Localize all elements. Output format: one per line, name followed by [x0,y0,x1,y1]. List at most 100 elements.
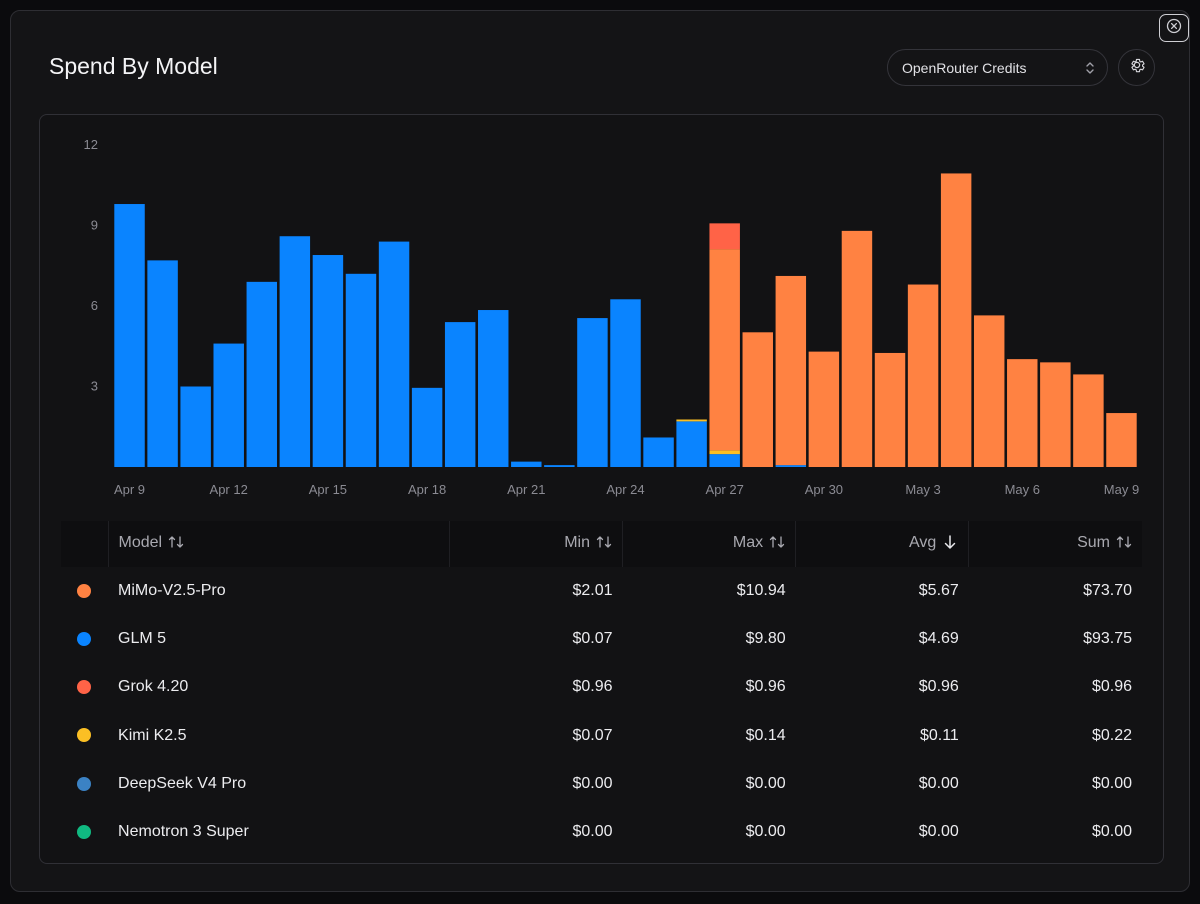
y-tick-label: 6 [91,298,98,313]
x-tick-label: Apr 27 [706,482,744,497]
bar-segment[interactable] [709,454,740,467]
column-header-max[interactable]: Max [622,521,797,567]
bar-segment[interactable] [478,310,509,467]
sum-value: $93.75 [1083,630,1132,648]
model-name: Grok 4.20 [118,678,189,696]
max-value: $0.14 [745,726,786,744]
bar-segment[interactable] [378,241,410,467]
min-value: $0.07 [572,726,613,744]
color-column-header [61,521,109,567]
bar-segment[interactable] [1040,362,1071,467]
table-row: Grok 4.20 $0.96 $0.96 $0.96 $0.96 [61,663,1142,711]
credits-select[interactable]: OpenRouter Credits [887,49,1108,86]
x-tick-label: Apr 18 [408,482,446,497]
y-tick-label: 12 [84,137,98,152]
avg-value: $0.96 [918,678,959,696]
column-header-sum[interactable]: Sum [968,521,1142,567]
bar-segment[interactable] [147,260,178,467]
bar-segment[interactable] [577,318,608,467]
bar-segment[interactable] [709,450,740,455]
bar-segment[interactable] [279,236,311,467]
sum-value: $0.00 [1091,774,1132,792]
table-row: Kimi K2.5 $0.07 $0.14 $0.11 $0.22 [61,712,1142,760]
bar-segment[interactable] [775,275,807,466]
bar-segment[interactable] [808,351,840,467]
bar-segment[interactable] [676,419,707,422]
model-name: GLM 5 [118,630,167,648]
max-value: $0.00 [745,774,786,792]
min-value: $0.00 [572,823,613,841]
sum-value: $0.00 [1091,823,1132,841]
chart-panel: 3 6 9 12 Apr 9 Apr 12 Apr 15 Apr 18 Apr 21 Apr 24… [39,114,1164,864]
model-name: DeepSeek V4 Pro [118,774,247,792]
x-tick-label: Apr 24 [606,482,644,497]
bar-segment[interactable] [709,249,740,451]
sort-arrows-icon [1116,534,1132,555]
column-header-avg[interactable]: Avg [795,521,970,567]
x-tick-label: May 9 [1104,482,1139,497]
bar-segment[interactable] [1073,374,1104,467]
series-color-dot [77,632,91,647]
settings-button[interactable] [1118,49,1155,86]
x-tick-label: Apr 15 [309,482,347,497]
min-value: $0.07 [572,630,613,648]
max-value: $0.96 [745,678,786,696]
bar-segment[interactable] [411,387,443,467]
sort-arrows-icon [769,534,785,555]
bar-segment[interactable] [610,299,641,467]
avg-value: $5.67 [918,582,959,600]
bar-segment[interactable] [345,273,377,467]
page-title: Spend By Model [49,53,218,79]
x-tick-label: Apr 30 [805,482,843,497]
avg-value: $0.00 [918,774,959,792]
y-tick-label: 9 [91,218,98,233]
x-tick-label: May 3 [905,482,940,497]
spend-table: Model Min Max Avg Sum [61,521,1142,856]
spend-bar-chart: 3 6 9 12 Apr 9 Apr 12 Apr 15 Apr 18 Apr 21 Apr 24… [84,137,1140,497]
min-value: $2.01 [572,582,613,600]
bar-segment[interactable] [544,465,575,467]
series-color-dot [77,680,91,695]
table-row: DeepSeek V4 Pro $0.00 $0.00 $0.00 $0.00 [61,760,1142,808]
bar-segment[interactable] [676,421,707,467]
sort-arrows-icon [596,534,612,555]
bar-segment[interactable] [742,332,773,467]
credits-select-value: OpenRouter Credits [902,59,1027,76]
bar-segment[interactable] [940,173,972,467]
sum-value: $0.96 [1091,678,1132,696]
bar-segment[interactable] [643,437,674,467]
x-tick-label: Apr 9 [114,482,145,497]
bar-segment[interactable] [1106,413,1137,467]
series-color-dot [77,776,91,791]
table-row: GLM 5 $0.07 $9.80 $4.69 $93.75 [61,615,1142,663]
bar-segment[interactable] [213,343,244,467]
bar-segment[interactable] [874,352,906,467]
bar-segment[interactable] [511,461,542,467]
bar-segment[interactable] [973,315,1005,467]
sum-value: $73.70 [1083,582,1132,600]
column-header-model[interactable]: Model [108,521,450,567]
table-row: Nemotron 3 Super $0.00 $0.00 $0.00 $0.00 [61,808,1142,856]
x-tick-label: May 6 [1005,482,1040,497]
bar-segment[interactable] [709,223,740,250]
bar-segment[interactable] [775,465,807,467]
column-header-min[interactable]: Min [449,521,624,567]
close-button[interactable] [1159,14,1189,42]
avg-value: $4.69 [918,630,959,648]
bar-segment[interactable] [444,322,476,467]
sum-value: $0.22 [1091,726,1132,744]
bar-segment[interactable] [312,255,344,467]
table-row: MiMo-V2.5-Pro $2.01 $10.94 $5.67 $73.70 [61,567,1142,615]
series-color-dot [77,583,91,598]
bar-segment[interactable] [1007,359,1038,467]
bar-segment[interactable] [907,284,939,467]
bar-segment[interactable] [841,230,873,467]
model-name: MiMo-V2.5-Pro [118,582,226,600]
bar-segment[interactable] [114,204,145,467]
close-icon [1165,17,1183,40]
bar-segment[interactable] [180,386,211,468]
max-value: $9.80 [745,630,786,648]
sort-arrows-icon [168,534,184,555]
chevron-up-down-icon [1083,60,1097,79]
bar-segment[interactable] [246,281,278,467]
